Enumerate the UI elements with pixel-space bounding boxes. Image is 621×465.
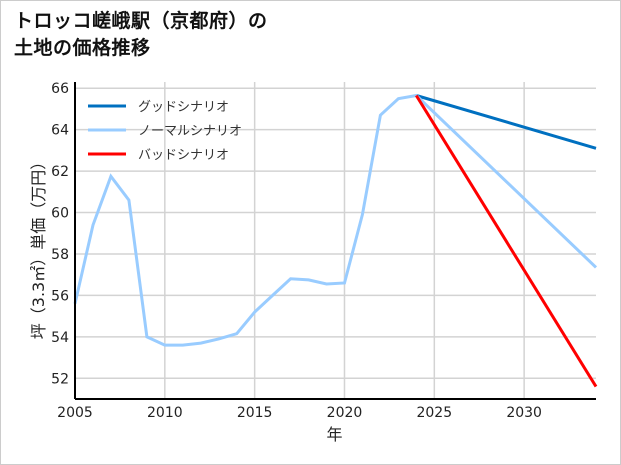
axes: 52 54 56 58 60 62 64 66 2005 2010 2015 2020 2025 2030 (51, 81, 596, 421)
x-axis-label: 年 (326, 425, 342, 444)
x-tick-label: 2015 (237, 405, 273, 421)
legend-label: バッドシナリオ (138, 148, 229, 163)
series-line-0 (415, 94, 597, 150)
y-axis-label: 坪（3.3㎡）単価（万円） (29, 154, 48, 339)
x-tick-label: 2030 (506, 405, 542, 421)
x-tick-label: 2010 (147, 405, 183, 421)
y-tick-label: 60 (51, 206, 69, 222)
x-tick-label: 2005 (57, 405, 93, 421)
x-tick-label: 2020 (327, 405, 363, 421)
legend-label: グッドシナリオ (138, 100, 229, 115)
chart-title-line2: 土地の価格推移 (14, 37, 151, 59)
y-tick-label: 54 (51, 330, 69, 346)
y-tick-label: 64 (51, 123, 69, 139)
y-tick-label: 52 (51, 371, 69, 387)
y-tick-label: 58 (51, 247, 69, 263)
legend-label: ノーマルシナリオ (138, 124, 242, 139)
y-tick-label: 62 (51, 164, 69, 180)
chart-title: トロッコ嵯峨駅（京都府）の 土地の価格推移 (14, 8, 268, 62)
series-line-2 (415, 94, 598, 388)
chart-title-line1: トロッコ嵯峨駅（京都府）の (14, 10, 268, 32)
y-tick-label: 66 (51, 81, 69, 97)
series-line-1 (73, 93, 598, 347)
x-tick-label: 2025 (416, 405, 452, 421)
y-tick-label: 56 (51, 288, 69, 304)
series-lines (73, 93, 598, 388)
